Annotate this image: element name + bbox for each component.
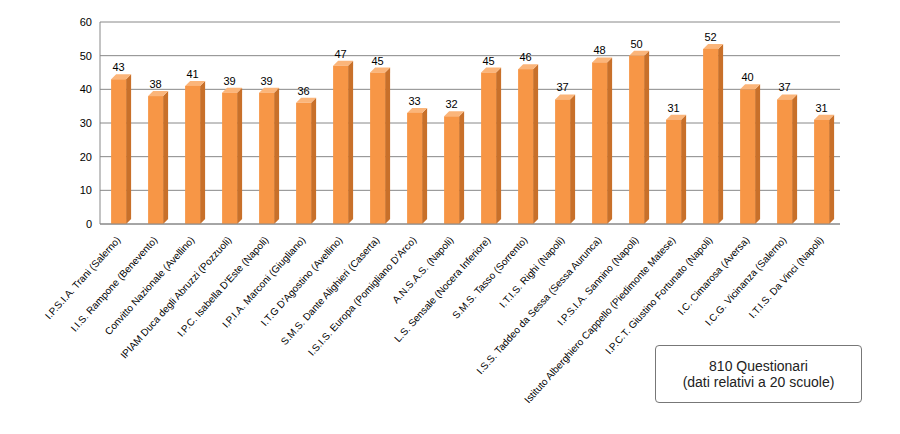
svg-text:39: 39 xyxy=(260,75,272,87)
svg-text:39: 39 xyxy=(223,75,235,87)
svg-text:46: 46 xyxy=(519,51,531,63)
svg-text:37: 37 xyxy=(556,81,568,93)
svg-text:0: 0 xyxy=(86,218,92,230)
svg-text:A.N.S.A.S. (Napoli): A.N.S.A.S. (Napoli) xyxy=(390,234,455,305)
svg-text:Convitto Nazionale (Avellino): Convitto Nazionale (Avellino) xyxy=(102,234,197,337)
svg-text:I.C.G. Vicinanza (Salerno): I.C.G. Vicinanza (Salerno) xyxy=(702,234,789,328)
svg-text:20: 20 xyxy=(80,151,92,163)
svg-text:I.P.C. Isabella D'Este (Napoli: I.P.C. Isabella D'Este (Napoli) xyxy=(175,234,271,339)
svg-text:38: 38 xyxy=(149,78,161,90)
html-text:810 Questionari: 810 Questionari xyxy=(709,358,808,374)
svg-text:I.S.I.S. Europa (Pomigliano D': I.S.I.S. Europa (Pomigliano D'Arco) xyxy=(305,234,419,358)
svg-text:40: 40 xyxy=(80,83,92,95)
svg-text:30: 30 xyxy=(80,117,92,129)
svg-text:60: 60 xyxy=(80,16,92,28)
svg-text:I.T.I.S. Da Vinci (Napoli): I.T.I.S. Da Vinci (Napoli) xyxy=(747,234,826,320)
svg-text:31: 31 xyxy=(667,102,679,114)
html-text:(dati relativi a 20 scuole): (dati relativi a 20 scuole) xyxy=(682,374,835,390)
svg-text:S.M.S. Dante Alighieri (Casert: S.M.S. Dante Alighieri (Caserta) xyxy=(278,234,382,347)
svg-text:48: 48 xyxy=(593,44,605,56)
svg-text:43: 43 xyxy=(112,61,124,73)
svg-text:I.I.S. Rampone (Benevento): I.I.S. Rampone (Benevento) xyxy=(68,234,160,334)
svg-text:I.P.C.T. Giustino Fortunato (N: I.P.C.T. Giustino Fortunato (Napoli) xyxy=(603,234,715,357)
svg-text:32: 32 xyxy=(445,98,457,110)
svg-text:L.S. Sensale (Nocera Inferiore: L.S. Sensale (Nocera Inferiore) xyxy=(392,234,493,345)
svg-text:I.P.S.I.A. Trani (Salerno): I.P.S.I.A. Trani (Salerno) xyxy=(43,234,123,321)
svg-text:I.S.S. Taddeo da Sessa (Sessa: I.S.S. Taddeo da Sessa (Sessa Aurunca) xyxy=(474,234,603,376)
svg-text:10: 10 xyxy=(80,184,92,196)
svg-text:I.T.I.S. Righi (Napoli): I.T.I.S. Righi (Napoli) xyxy=(497,234,567,310)
svg-text:Istituto Alberghiero Cappello: Istituto Alberghiero Cappello (Piedimont… xyxy=(522,234,678,406)
svg-text:50: 50 xyxy=(630,38,642,50)
svg-text:S.M.S. Tasso (Sorrento): S.M.S. Tasso (Sorrento) xyxy=(450,234,529,321)
svg-text:37: 37 xyxy=(778,81,790,93)
svg-text:36: 36 xyxy=(297,85,309,97)
svg-text:45: 45 xyxy=(482,55,494,67)
svg-text:31: 31 xyxy=(815,102,827,114)
svg-text:47: 47 xyxy=(334,48,346,60)
svg-text:41: 41 xyxy=(186,68,198,80)
svg-text:52: 52 xyxy=(704,31,716,43)
svg-text:I.C. Cimarosa (Aversa): I.C. Cimarosa (Aversa) xyxy=(675,234,751,317)
svg-text:I.P.I.A. Marconi (Giugliano): I.P.I.A. Marconi (Giugliano) xyxy=(219,234,308,330)
svg-text:50: 50 xyxy=(80,50,92,62)
svg-text:45: 45 xyxy=(371,55,383,67)
svg-text:40: 40 xyxy=(741,71,753,83)
svg-text:I.T.G D'Agostino (Avellino): I.T.G D'Agostino (Avellino) xyxy=(258,234,345,328)
svg-text:33: 33 xyxy=(408,95,420,107)
svg-text:I.P.S.I.A. Sannino (Napoli): I.P.S.I.A. Sannino (Napoli) xyxy=(555,234,641,328)
svg-text:IPIAM Duca degli Abruzzi (Pozz: IPIAM Duca degli Abruzzi (Pozzuoli) xyxy=(118,234,234,361)
